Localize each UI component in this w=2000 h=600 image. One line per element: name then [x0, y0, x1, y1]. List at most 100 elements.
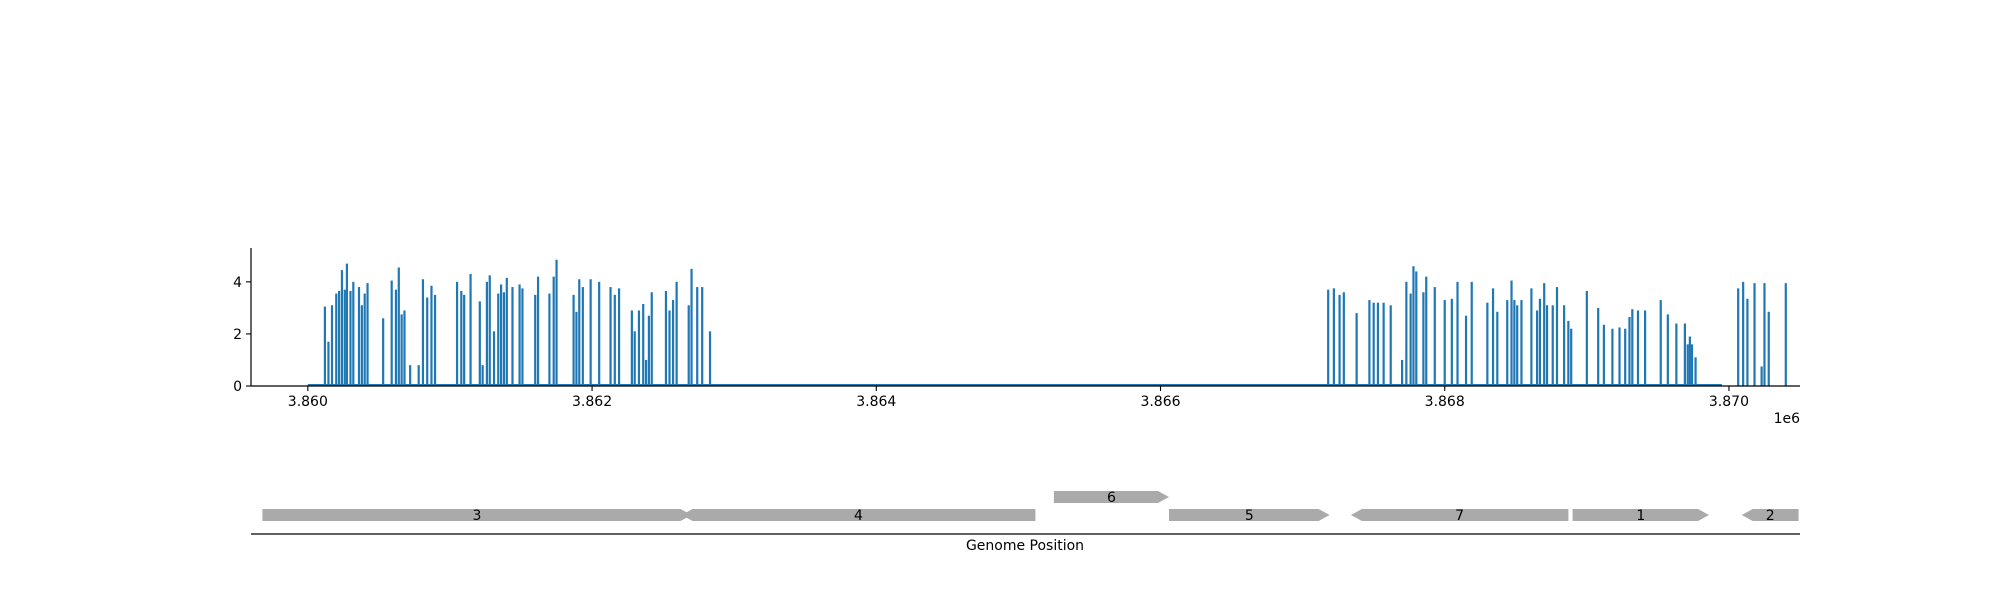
coverage-bar	[1784, 283, 1787, 386]
coverage-bar	[1372, 302, 1375, 386]
coverage-bar	[1636, 310, 1640, 386]
coverage-bar	[536, 276, 540, 386]
coverage-bar	[1753, 283, 1756, 386]
coverage-bar	[1332, 288, 1335, 386]
coverage-bar	[366, 283, 369, 386]
gene-arrow	[1169, 509, 1330, 521]
coverage-bar	[647, 315, 651, 386]
coverage-bar	[1563, 305, 1566, 386]
coverage-bar	[460, 290, 463, 386]
coverage-bar	[349, 290, 352, 386]
coverage-bar	[701, 287, 704, 386]
coverage-bar	[394, 289, 398, 386]
coverage-bar	[1737, 288, 1740, 386]
coverage-bar	[1567, 320, 1570, 386]
coverage-bar	[675, 281, 678, 386]
coverage-bar	[1510, 280, 1513, 386]
x-tick-label: 3.870	[1709, 394, 1749, 410]
coverage-bar	[521, 288, 524, 386]
coverage-bar	[1491, 288, 1495, 386]
coverage-bar	[1342, 292, 1345, 386]
coverage-bar	[642, 303, 645, 386]
coverage-bar	[455, 281, 459, 386]
x-axis-ticks: 3.860 3.862 3.864 3.866 3.868 3.870	[288, 386, 1749, 410]
coverage-bar	[617, 288, 621, 386]
coverage-bar	[633, 331, 636, 386]
coverage-bar	[1624, 328, 1627, 386]
gene-label: 6	[1107, 490, 1116, 506]
coverage-bar	[430, 285, 433, 386]
y-tick-label: 4	[233, 275, 242, 291]
gene-arrow	[262, 509, 692, 521]
coverage-bar	[1470, 281, 1473, 386]
coverage-bar	[518, 284, 521, 386]
coverage-bar	[492, 331, 496, 386]
coverage-bar	[469, 274, 472, 386]
gene-label: 3	[473, 508, 482, 524]
coverage-bar	[1496, 311, 1499, 386]
coverage-bar	[1425, 276, 1428, 386]
coverage-bar	[668, 310, 671, 386]
coverage-bar	[1742, 281, 1745, 386]
coverage-bar	[488, 275, 491, 386]
coverage-bar	[708, 331, 712, 386]
coverage-bar	[644, 359, 648, 386]
coverage-bar	[497, 293, 500, 386]
coverage-bar	[1382, 302, 1385, 386]
gene-label: 4	[854, 508, 863, 524]
coverage-bar	[1415, 271, 1418, 386]
coverage-bar	[481, 365, 484, 386]
gene-label: 7	[1455, 508, 1464, 524]
coverage-bar	[338, 290, 341, 386]
coverage-bar	[1456, 281, 1459, 386]
coverage-bar	[1767, 311, 1770, 386]
coverage-bar	[1450, 298, 1453, 386]
x-tick-label: 3.862	[572, 394, 612, 410]
coverage-bar	[687, 305, 690, 386]
coverage-bar	[1763, 283, 1766, 386]
coverage-bar	[400, 314, 403, 386]
coverage-bar	[555, 259, 558, 386]
coverage-bar	[511, 287, 514, 386]
coverage-bar	[345, 263, 349, 386]
coverage-bar	[650, 292, 653, 386]
coverage-bar	[1400, 359, 1404, 386]
coverage-bar	[630, 310, 633, 386]
gene-arrow	[681, 509, 1036, 521]
coverage-bar	[1694, 357, 1697, 386]
coverage-bar	[572, 294, 575, 386]
coverage-bar	[1570, 328, 1573, 386]
coverage-bar	[390, 280, 393, 386]
coverage-bar	[1675, 323, 1678, 386]
coverage-bar	[1551, 305, 1554, 386]
coverage-bar	[1376, 302, 1380, 386]
coverage-bar	[1585, 290, 1588, 386]
coverage-bar	[1409, 293, 1412, 386]
gene-arrow	[1053, 491, 1169, 503]
coverage-bar	[1686, 344, 1689, 386]
x-tick-label: 3.868	[1425, 394, 1465, 410]
coverage-bar	[500, 284, 503, 386]
coverage-bar	[575, 311, 578, 386]
coverage-bar	[581, 287, 584, 386]
coverage-bar	[1389, 305, 1392, 386]
coverage-bar	[1443, 300, 1446, 386]
coverage-bar	[1327, 289, 1330, 386]
bars	[323, 259, 1787, 386]
coverage-bar	[330, 305, 334, 386]
coverage-bar	[343, 289, 346, 386]
coverage-bar	[352, 281, 355, 386]
coverage-bar	[327, 341, 330, 386]
coverage-bar	[1545, 305, 1549, 386]
coverage-bar	[609, 287, 612, 386]
coverage-bar	[485, 281, 488, 386]
coverage-bar	[613, 294, 616, 386]
coverage-bar	[323, 306, 326, 386]
coverage-bar	[1433, 287, 1436, 386]
coverage-bar	[1543, 283, 1546, 386]
gene-label: 1	[1636, 508, 1645, 524]
coverage-bar	[1597, 307, 1600, 386]
y-axis-ticks: 0 2 4	[233, 275, 251, 395]
coverage-bar	[1688, 336, 1691, 386]
coverage-bar	[340, 270, 344, 386]
